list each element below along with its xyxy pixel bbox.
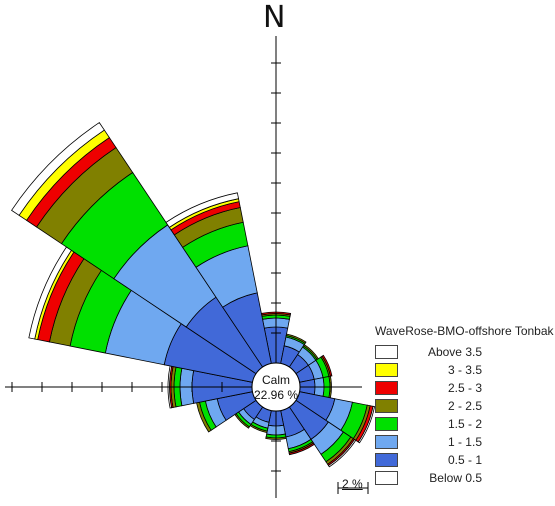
rose-segment [327, 438, 357, 468]
legend-swatch [375, 381, 398, 395]
legend-item: 1.5 - 2 [375, 415, 550, 433]
calm-value: 22.96 % [254, 388, 298, 402]
legend-title: WaveRose-BMO-offshore Tonbak [375, 324, 554, 338]
calm-label: Calm [262, 373, 290, 387]
legend: WaveRose-BMO-offshore Tonbak Above 3.5 3 … [375, 324, 554, 487]
legend-swatch [375, 417, 398, 431]
rose-sectors [11, 122, 376, 468]
rose-segment [288, 442, 315, 456]
rose-segment [11, 122, 105, 216]
calm-circle: Calm 22.96 % [251, 362, 301, 412]
legend-swatch [375, 345, 398, 359]
scale-bar [337, 482, 369, 494]
legend-label: 1.5 - 2 [447, 417, 482, 431]
legend-label: 1 - 1.5 [447, 435, 482, 449]
north-label: N [263, 0, 286, 35]
rose-segment [165, 192, 240, 228]
legend-item: Below 0.5 [375, 469, 550, 487]
legend-label: 3 - 3.5 [447, 363, 482, 377]
rose-segment [285, 333, 307, 344]
legend-swatch [375, 435, 398, 449]
legend-swatch [375, 399, 398, 413]
legend-item: 0.5 - 1 [375, 451, 550, 469]
rose-segment [357, 405, 376, 444]
legend-item: 2.5 - 3 [375, 379, 550, 397]
legend-label: Below 0.5 [429, 471, 482, 485]
legend-item: 2 - 2.5 [375, 397, 550, 415]
legend-item: 1 - 1.5 [375, 433, 550, 451]
legend-label: 2 - 2.5 [447, 399, 482, 413]
rose-axes [5, 36, 362, 498]
legend-swatch [375, 363, 398, 377]
legend-swatch [375, 471, 398, 485]
legend-item: Above 3.5 [375, 343, 550, 361]
legend-label: 2.5 - 3 [447, 381, 482, 395]
legend-item: 3 - 3.5 [375, 361, 550, 379]
legend-swatch [375, 453, 398, 467]
rose-segment [321, 354, 333, 377]
legend-label: 0.5 - 1 [447, 453, 482, 467]
legend-label: Above 3.5 [427, 345, 482, 359]
scale-label: 2 % [342, 477, 363, 491]
